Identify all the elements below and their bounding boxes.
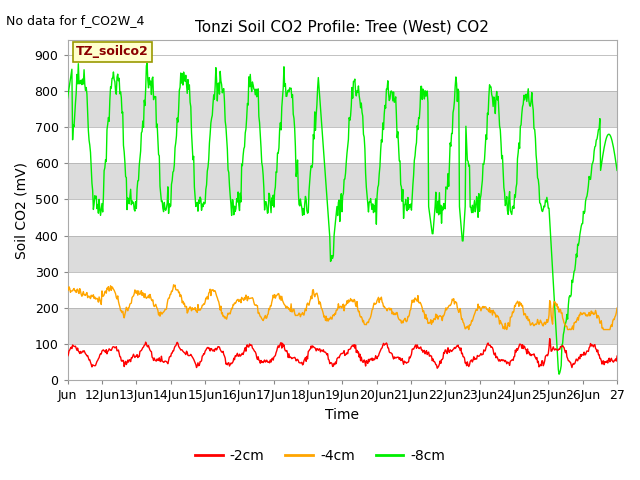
Bar — [68, 91, 617, 127]
X-axis label: Time: Time — [325, 408, 359, 422]
Y-axis label: Soil CO2 (mV): Soil CO2 (mV) — [15, 162, 29, 259]
Title: Tonzi Soil CO2 Profile: Tree (West) CO2: Tonzi Soil CO2 Profile: Tree (West) CO2 — [195, 20, 489, 35]
Text: TZ_soilco2: TZ_soilco2 — [76, 46, 148, 59]
Bar — [68, 308, 617, 344]
Text: No data for f_CO2W_4: No data for f_CO2W_4 — [6, 14, 145, 27]
Bar — [68, 127, 617, 163]
Bar — [68, 55, 617, 91]
Bar — [68, 199, 617, 236]
Bar — [68, 344, 617, 380]
Bar — [68, 163, 617, 199]
Bar — [68, 236, 617, 272]
Bar — [68, 272, 617, 308]
Legend: -2cm, -4cm, -8cm: -2cm, -4cm, -8cm — [189, 443, 451, 468]
